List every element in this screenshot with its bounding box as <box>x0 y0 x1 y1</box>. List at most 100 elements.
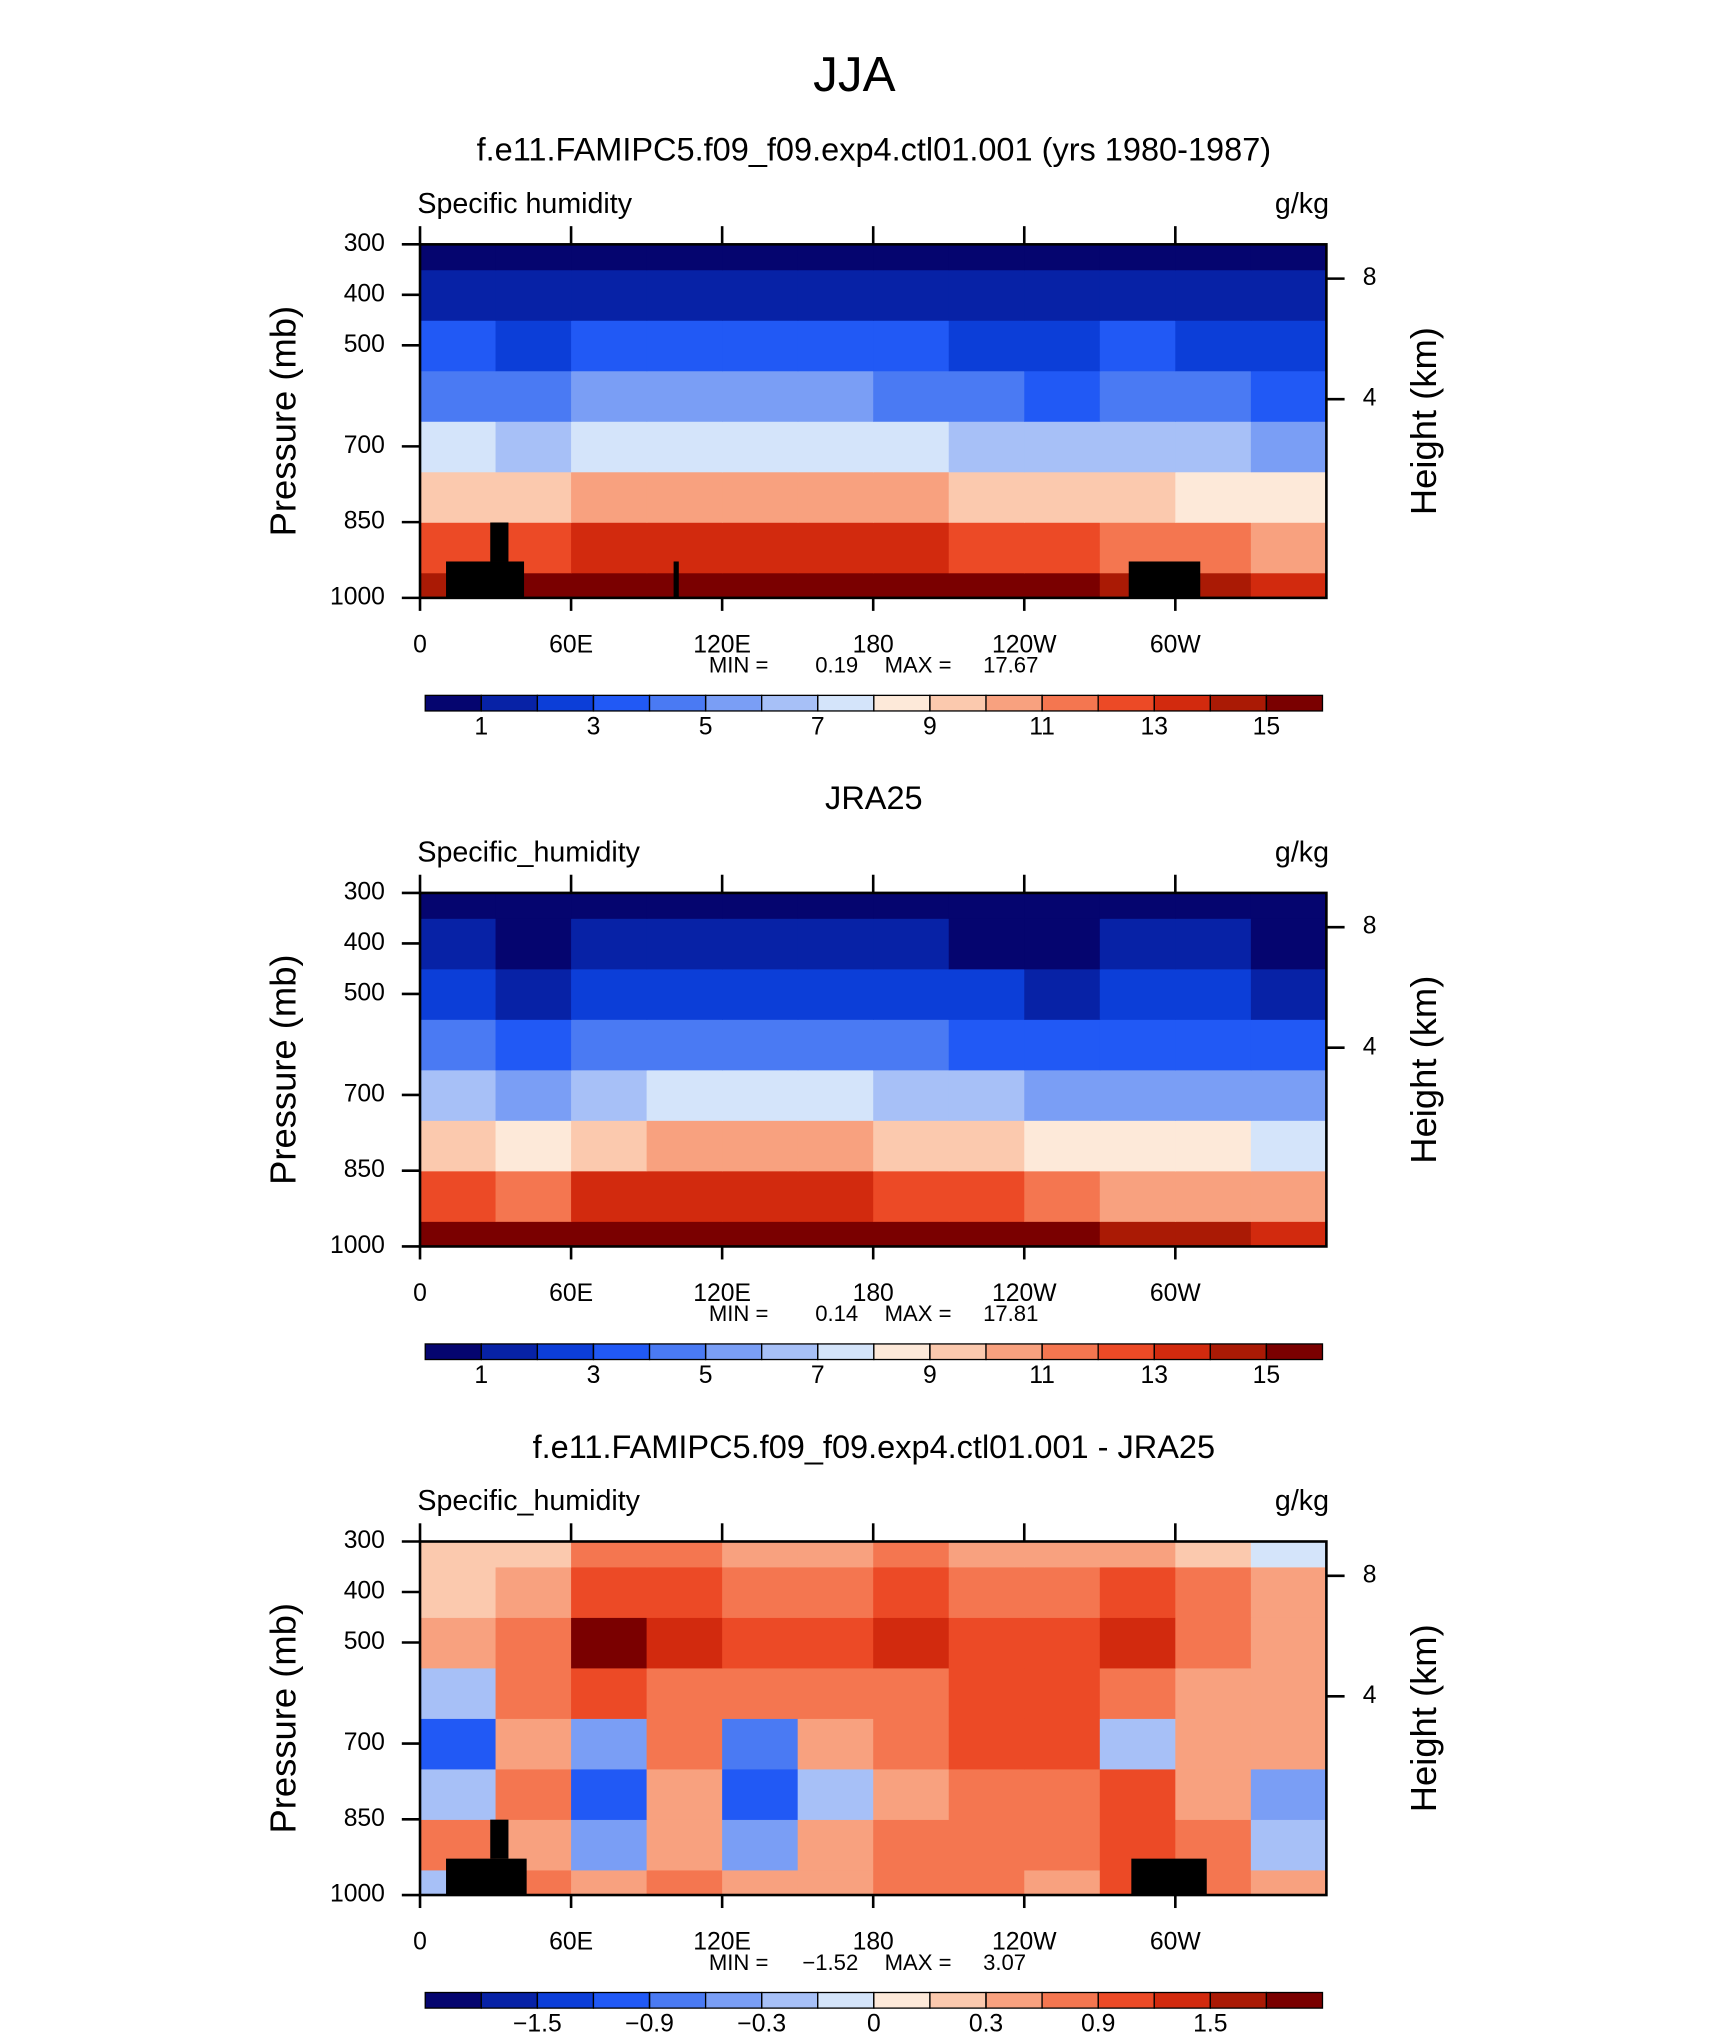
y-axis-title: Pressure (mb) <box>263 1603 304 1833</box>
contour-cell <box>495 892 572 919</box>
min-label: MIN = <box>709 1301 769 1326</box>
contour-cell <box>1250 420 1328 473</box>
min-label: MIN = <box>709 1950 769 1975</box>
contour-cell <box>948 319 1025 372</box>
x-tick-label: 120W <box>992 1280 1057 1307</box>
colorbar-box <box>985 694 1043 712</box>
colorbar-box <box>1153 694 1211 712</box>
contour-cell <box>948 369 1025 422</box>
contour-cell <box>1024 369 1101 422</box>
contour-cell <box>873 917 950 970</box>
colorbar-tick-label: −0.3 <box>737 2011 786 2038</box>
y-tick-label: 500 <box>344 1628 385 1655</box>
colorbar-tick-label: 0 <box>867 2011 881 2038</box>
contour-cell <box>646 1220 723 1248</box>
units-label: g/kg <box>1275 188 1329 220</box>
contour-cell <box>948 1220 1025 1248</box>
contour-cell <box>873 420 950 473</box>
contour-cell <box>1250 892 1328 919</box>
max-label: MAX = <box>885 1950 952 1975</box>
y2-axis-title: Height (km) <box>1403 1624 1444 1812</box>
contour-cell <box>948 470 1025 523</box>
colorbar-box <box>592 1991 651 2009</box>
contour-cell <box>1024 1018 1101 1071</box>
colorbar-tick-label: 11 <box>1029 1362 1055 1389</box>
y2-tick-label: 8 <box>1363 264 1377 291</box>
colorbar-box <box>648 1343 707 1361</box>
contour-cell <box>1024 268 1101 321</box>
contour-cell <box>873 892 950 919</box>
contour-cell <box>873 470 950 523</box>
contour-cell <box>420 1170 497 1222</box>
contour-cell <box>948 1869 1025 1896</box>
contour-cell <box>571 1667 648 1719</box>
contour-cell <box>948 917 1025 970</box>
y-tick-label: 850 <box>344 508 385 535</box>
contour-cell <box>722 1869 799 1896</box>
contour-cell <box>420 917 497 970</box>
colorbar-tick-label: 7 <box>811 1362 825 1389</box>
contour-cell <box>1024 470 1101 523</box>
colorbar-tick-label: −0.9 <box>625 2011 674 2038</box>
contour-cell <box>948 1717 1025 1770</box>
contour-cell <box>1024 1220 1101 1248</box>
colorbar-box <box>536 694 595 712</box>
topography <box>1131 1858 1207 1896</box>
colorbar-box <box>761 694 819 712</box>
y-axis-title: Pressure (mb) <box>263 954 304 1184</box>
colorbar-box <box>873 1343 931 1361</box>
contour-cell <box>722 1818 799 1871</box>
contour-cell <box>420 319 497 372</box>
x-tick-label: 120E <box>693 1929 751 1956</box>
contour-cell <box>495 1119 572 1172</box>
colorbar-box <box>704 1991 763 2009</box>
y-tick-label: 300 <box>344 230 385 257</box>
contour-cell <box>420 1768 497 1820</box>
contour-cell <box>1099 1170 1176 1222</box>
contour-cell <box>1099 369 1176 422</box>
contour-cell <box>571 1768 648 1820</box>
contour-cell <box>873 319 950 372</box>
contour-cell <box>646 243 723 271</box>
contour-cell <box>495 1069 572 1121</box>
contour-cell <box>1099 1566 1176 1618</box>
contour-cell <box>1099 243 1176 271</box>
contour-cell <box>722 369 799 422</box>
contour-cell <box>1099 1220 1176 1248</box>
contour-cell <box>948 1667 1025 1719</box>
x-tick-label: 60W <box>1150 1280 1201 1307</box>
contour-cell <box>495 319 572 372</box>
contour-cell <box>948 571 1025 599</box>
contour-cell <box>1250 319 1328 372</box>
contour-cell <box>646 1566 723 1618</box>
contour-cell <box>646 1768 723 1820</box>
contour-cell <box>1175 243 1252 271</box>
colorbar-box <box>761 1343 819 1361</box>
contour-cell <box>646 1119 723 1172</box>
contour-cell <box>571 1818 648 1871</box>
colorbar-tick-label: 15 <box>1253 1362 1280 1389</box>
y-tick-label: 500 <box>344 331 385 358</box>
y-tick-label: 1000 <box>330 1232 385 1259</box>
contour-cell <box>873 968 950 1020</box>
colorbar-tick-label: 1 <box>474 713 488 740</box>
x-tick-label: 120W <box>992 1929 1057 1956</box>
contour-cell <box>495 1018 572 1071</box>
contour-cell <box>948 243 1025 271</box>
colorbar-box <box>1209 1343 1268 1361</box>
colorbar-box <box>1209 1991 1268 2009</box>
contour-cell <box>722 1018 799 1071</box>
y2-tick-label: 4 <box>1363 1682 1377 1709</box>
x-tick-label: 0 <box>413 1929 427 1956</box>
contour-cell <box>495 1717 572 1770</box>
contour-cell <box>722 319 799 372</box>
contour-cell <box>1250 1170 1328 1222</box>
colorbar-tick-label: 9 <box>923 1362 937 1389</box>
min-value: −1.52 <box>802 1950 858 1975</box>
contour-cell <box>1250 1119 1328 1172</box>
x-tick-label: 60W <box>1150 1929 1201 1956</box>
contour-cell <box>948 1540 1025 1568</box>
contour-cell <box>1175 968 1252 1020</box>
contour-cell <box>873 1119 950 1172</box>
contour-cell <box>495 1540 572 1568</box>
